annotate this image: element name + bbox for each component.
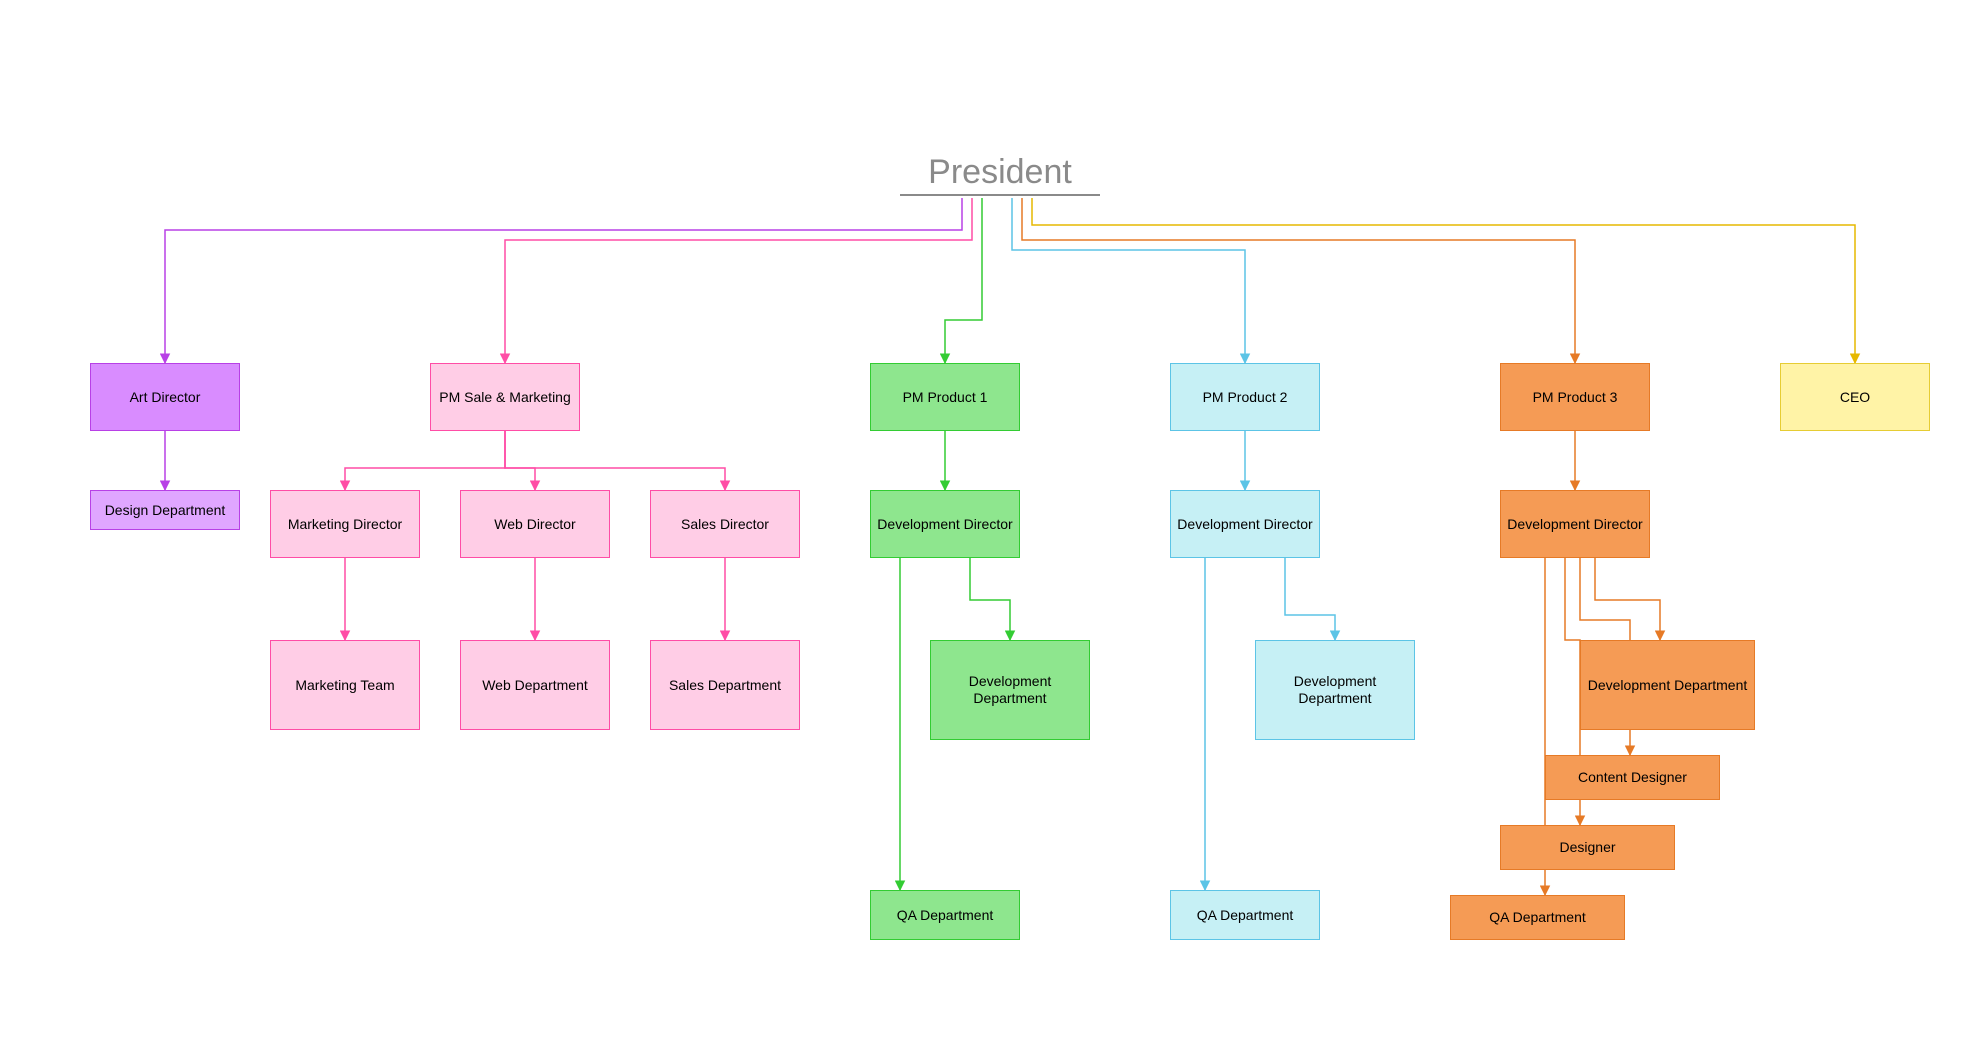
node-web_dept: Web Department [460, 640, 610, 730]
node-qa3: QA Department [1450, 895, 1625, 940]
node-pm_p2: PM Product 2 [1170, 363, 1320, 431]
edge [505, 431, 535, 490]
edge [165, 198, 962, 363]
node-dev_dept2: Development Department [1255, 640, 1415, 740]
edge [1022, 198, 1575, 363]
node-pm_p3: PM Product 3 [1500, 363, 1650, 431]
org-chart: President Art Director Design Department P… [0, 0, 1976, 1050]
node-qa1: QA Department [870, 890, 1020, 940]
edge [1012, 198, 1245, 363]
edge [1285, 558, 1335, 640]
edge [945, 198, 982, 363]
node-design_dept: Design Department [90, 490, 240, 530]
node-mkt_dir: Marketing Director [270, 490, 420, 558]
node-art_director: Art Director [90, 363, 240, 431]
node-web_dir: Web Director [460, 490, 610, 558]
node-sales_dept: Sales Department [650, 640, 800, 730]
edge [505, 431, 725, 490]
node-dev_dept1: Development Department [930, 640, 1090, 740]
node-dev_dir1: Development Director [870, 490, 1020, 558]
edge [1595, 558, 1660, 640]
chart-title: President [900, 150, 1100, 196]
edge [345, 431, 505, 490]
node-ceo: CEO [1780, 363, 1930, 431]
node-pm_sales: PM Sale & Marketing [430, 363, 580, 431]
edge [1032, 198, 1855, 363]
edge [505, 198, 972, 363]
node-dev_dir2: Development Director [1170, 490, 1320, 558]
edge [970, 558, 1010, 640]
node-qa2: QA Department [1170, 890, 1320, 940]
node-designer: Designer [1500, 825, 1675, 870]
node-content_des: Content Designer [1545, 755, 1720, 800]
node-dev_dir3: Development Director [1500, 490, 1650, 558]
node-dev_dept3: Development Department [1580, 640, 1755, 730]
node-mkt_team: Marketing Team [270, 640, 420, 730]
node-pm_p1: PM Product 1 [870, 363, 1020, 431]
node-sales_dir: Sales Director [650, 490, 800, 558]
